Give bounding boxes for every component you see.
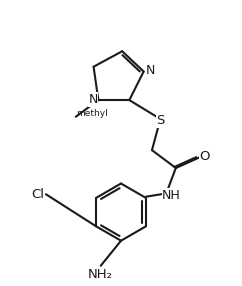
Text: NH₂: NH₂ xyxy=(88,268,113,281)
Text: Cl: Cl xyxy=(31,188,44,201)
Text: NH: NH xyxy=(162,189,181,202)
Text: O: O xyxy=(199,150,210,163)
Text: N: N xyxy=(146,64,155,77)
Text: methyl: methyl xyxy=(76,109,107,118)
Text: N: N xyxy=(88,93,98,106)
Text: S: S xyxy=(157,114,165,127)
